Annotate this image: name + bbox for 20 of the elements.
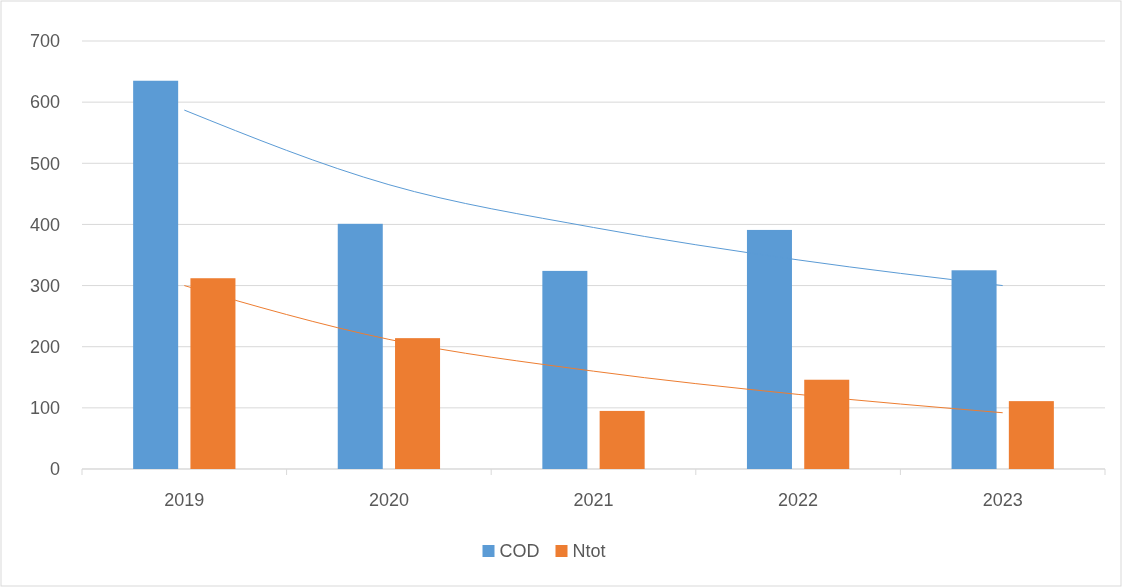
y-tick-label: 500 xyxy=(29,153,60,174)
y-tick-label: 0 xyxy=(49,459,60,480)
legend-label: COD xyxy=(499,541,540,562)
y-tick-label: 700 xyxy=(29,31,60,52)
y-tick-label: 100 xyxy=(29,398,60,419)
bar xyxy=(542,270,588,469)
y-tick-label: 600 xyxy=(29,92,60,113)
bar xyxy=(1008,401,1054,469)
x-tick-label: 2023 xyxy=(982,490,1023,510)
bar xyxy=(337,223,383,469)
x-tick-label: 2019 xyxy=(164,490,205,510)
bar xyxy=(133,80,179,469)
y-tick-label: 400 xyxy=(29,214,60,235)
legend-label: Ntot xyxy=(572,541,606,562)
y-tick-label: 200 xyxy=(29,337,60,358)
x-tick-label: 2020 xyxy=(368,490,409,510)
y-tick-label: 300 xyxy=(29,275,60,296)
x-tick-label: 2022 xyxy=(778,490,819,510)
bar xyxy=(599,410,645,469)
x-tick-label: 2021 xyxy=(573,490,614,510)
